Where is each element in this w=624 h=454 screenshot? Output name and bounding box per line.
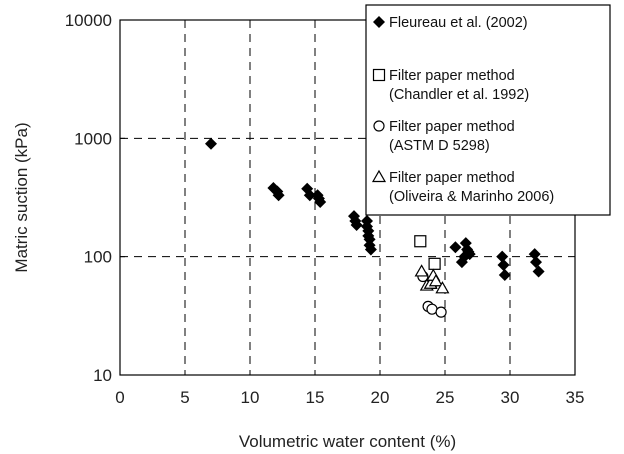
legend-marker [373,16,385,28]
data-point [449,241,462,254]
data-point [414,264,429,277]
y-tick-label: 10 [93,366,112,385]
data-point [497,259,510,272]
x-tick-label: 10 [241,388,260,407]
series-0 [205,137,545,281]
data-point [530,256,542,269]
x-tick-label: 30 [501,388,520,407]
data-point [498,268,511,281]
legend-entry-text: Filter paper method [389,68,515,84]
axis-ticks: 0 5 10 15 20 25 30 35 10 100 1000 10000 [65,11,585,407]
data-point [435,281,450,294]
data-point [435,306,447,318]
data-point [314,195,327,208]
data-point [303,189,316,202]
data-point [532,265,545,278]
data-point [272,189,285,202]
data-point [414,235,427,248]
legend-marker [372,68,386,82]
x-tick-label: 25 [436,388,455,407]
legend-entry-text: Filter paper method [389,119,515,135]
data-point [364,243,377,256]
x-tick-label: 20 [371,388,390,407]
data-point [528,248,541,261]
y-tick-label: 100 [84,248,112,267]
legend-entry-text: (ASTM D 5298) [389,138,490,154]
x-tick-label: 0 [115,388,124,407]
y-tick-label: 10000 [65,11,112,30]
data-point [463,248,476,261]
legend-entry-text: (Chandler et al. 1992) [389,87,529,103]
data-points [205,137,545,318]
data-point [428,274,443,287]
x-tick-label: 15 [306,388,325,407]
y-axis-label: Matric suction (kPa) [12,122,31,272]
data-point [496,250,509,263]
legend-entry-text: (Oliveira & Marinho 2006) [389,189,554,205]
x-tick-label: 35 [566,388,585,407]
y-tick-label: 1000 [74,129,112,148]
legend-marker [371,169,387,183]
series-3 [414,264,450,294]
x-tick-label: 5 [180,388,189,407]
data-point [205,137,217,150]
legend: Fleureau et al. (2002) Filter paper metho… [365,4,611,216]
x-axis-label: Volumetric water content (%) [239,432,456,451]
legend-entry-text: Filter paper method [389,170,515,186]
data-point [426,303,438,315]
legend-marker [373,120,385,132]
legend-box [365,4,611,216]
data-point [350,219,363,232]
legend-entry-text: Fleureau et al. (2002) [389,15,528,31]
data-point [428,257,441,270]
